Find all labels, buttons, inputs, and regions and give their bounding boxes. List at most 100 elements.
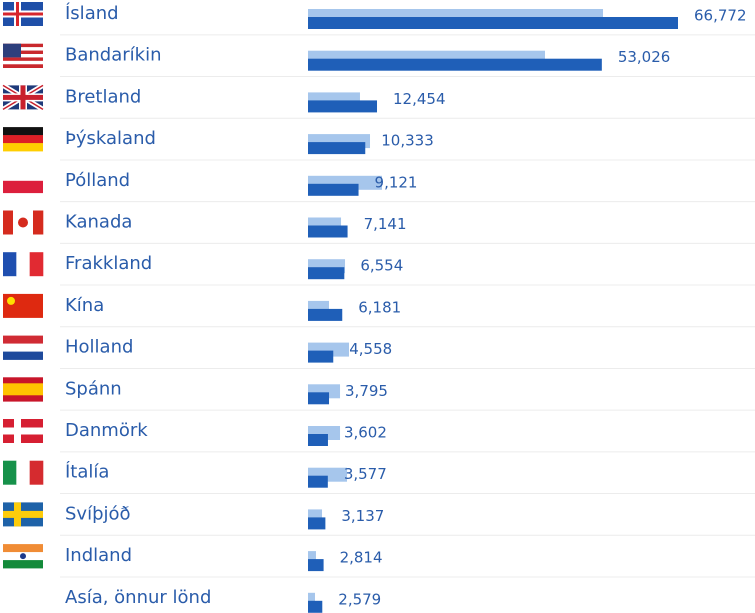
flag [3, 502, 43, 527]
bar [308, 517, 326, 530]
flag-part [3, 50, 43, 55]
value-label: 3,795 [345, 382, 388, 400]
category-label: Danmörk [65, 420, 148, 441]
flag-part [3, 180, 43, 194]
category-label: Bandaríkin [65, 45, 161, 66]
flag-part [3, 43, 21, 58]
value-label: 3,602 [344, 424, 387, 442]
flag-part [29, 460, 44, 485]
bar [308, 58, 602, 71]
flag-part [33, 210, 44, 235]
value-label: 7,141 [364, 215, 407, 233]
flag-part [29, 252, 44, 277]
category-label: Ísland [65, 2, 119, 24]
flag [3, 127, 43, 152]
flag-part [3, 53, 43, 58]
category-label: Frakkland [65, 253, 152, 274]
value-label: 12,454 [393, 90, 446, 108]
value-label: 66,772 [694, 7, 747, 25]
bar [308, 267, 345, 280]
flag [3, 377, 43, 402]
flag-part [3, 389, 43, 396]
flag [3, 544, 43, 569]
flag-part [3, 143, 43, 152]
bar [308, 17, 678, 29]
flag [3, 210, 44, 235]
value-label: 2,579 [338, 590, 381, 608]
category-label: Bretland [65, 86, 141, 107]
value-label: 6,554 [360, 257, 403, 275]
flag-part [3, 427, 43, 435]
bar [308, 434, 328, 446]
flag-part [3, 351, 43, 360]
flag-part [3, 252, 17, 277]
category-label: Indland [65, 545, 132, 566]
value-label: 9,121 [375, 173, 418, 191]
bar [308, 183, 359, 196]
flag [3, 2, 43, 26]
flag-part [7, 296, 15, 305]
category-label: Asía, önnur lönd [65, 587, 211, 608]
flag [3, 460, 44, 485]
category-label: Holland [65, 337, 133, 358]
flag [1, 83, 45, 112]
flag-part [3, 57, 43, 62]
flag-part [23, 210, 34, 235]
bar [308, 100, 378, 113]
flag-part [3, 210, 14, 235]
flag-part [3, 12, 43, 16]
bar [308, 592, 315, 607]
flag [3, 419, 43, 443]
flag-part [18, 217, 28, 228]
flag-part [3, 47, 43, 51]
flag-part [3, 544, 43, 553]
bar [308, 559, 324, 572]
value-label: 53,026 [618, 48, 671, 66]
flag-part [3, 60, 43, 65]
bar [308, 475, 328, 488]
category-label: Kanada [65, 212, 132, 233]
category-label: Spánn [65, 378, 122, 399]
flag-part [3, 94, 43, 100]
flag-part [3, 343, 43, 352]
flag-part [16, 460, 30, 485]
value-label: 10,333 [381, 132, 434, 150]
flag [3, 168, 43, 194]
flag-part [3, 510, 43, 518]
flag [3, 293, 43, 318]
bar [308, 225, 348, 238]
flag-part [16, 252, 30, 277]
flag-part [3, 168, 43, 182]
category-label: Þýskaland [65, 128, 156, 149]
flag-part [3, 127, 43, 136]
flag-part [3, 383, 43, 390]
category-label: Svíþjóð [65, 503, 131, 524]
bar [308, 350, 334, 363]
flag-part [3, 377, 43, 384]
flag-part [3, 135, 43, 144]
category-label: Pólland [65, 170, 130, 191]
value-label: 4,558 [349, 340, 392, 358]
category-label: Kína [65, 295, 104, 316]
bar [308, 308, 343, 321]
value-label: 3,577 [344, 465, 387, 483]
flag [3, 43, 43, 68]
bar [308, 600, 323, 613]
flag-part [3, 560, 43, 569]
category-label: Ítalía [65, 461, 109, 483]
flag-part [20, 553, 26, 560]
flag-part [3, 395, 43, 402]
bar [308, 392, 330, 405]
flag-part [3, 460, 17, 485]
bar [308, 551, 316, 566]
value-label: 3,137 [341, 507, 384, 525]
flag-part [3, 43, 43, 48]
flag-part [3, 64, 43, 68]
value-label: 6,181 [358, 298, 401, 316]
value-label: 2,814 [340, 549, 383, 567]
flag [3, 335, 43, 360]
flag [3, 252, 44, 277]
bar [308, 142, 366, 155]
flag-part [3, 335, 43, 344]
